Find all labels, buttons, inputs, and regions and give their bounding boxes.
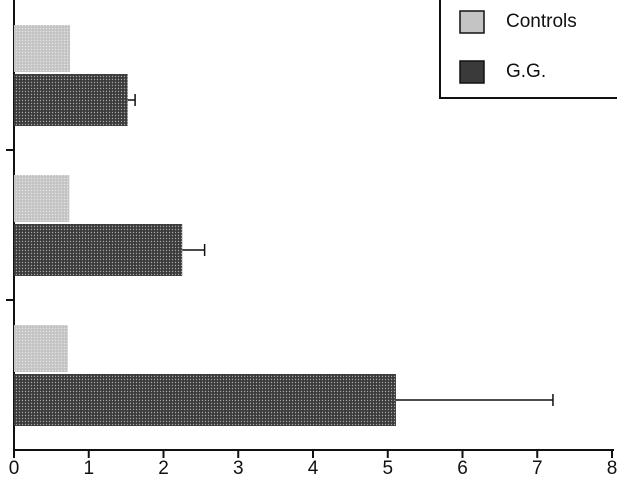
x-tick-label: 7 bbox=[532, 458, 543, 479]
x-tick-label: 2 bbox=[158, 458, 169, 479]
error-bar bbox=[127, 94, 136, 106]
legend-swatch bbox=[459, 60, 485, 84]
x-tick-label: 1 bbox=[83, 458, 94, 479]
legend-label: Controls bbox=[506, 11, 577, 32]
x-tick-label: 4 bbox=[308, 458, 319, 479]
x-tick-label: 3 bbox=[233, 458, 244, 479]
error-bar bbox=[182, 244, 206, 256]
x-tick-label: 5 bbox=[382, 458, 393, 479]
x-tick-label: 6 bbox=[457, 458, 468, 479]
bar-texture bbox=[14, 74, 128, 126]
bar-texture bbox=[14, 374, 396, 426]
legend-label: G.G. bbox=[506, 61, 546, 82]
x-tick-label: 0 bbox=[9, 458, 20, 479]
x-tick-label: 8 bbox=[607, 458, 617, 479]
bar-texture bbox=[14, 175, 70, 222]
legend-swatch bbox=[459, 10, 485, 34]
bar-texture bbox=[14, 25, 71, 72]
bar-texture bbox=[14, 224, 183, 276]
error-bar bbox=[395, 394, 554, 406]
bar-texture bbox=[14, 325, 68, 372]
